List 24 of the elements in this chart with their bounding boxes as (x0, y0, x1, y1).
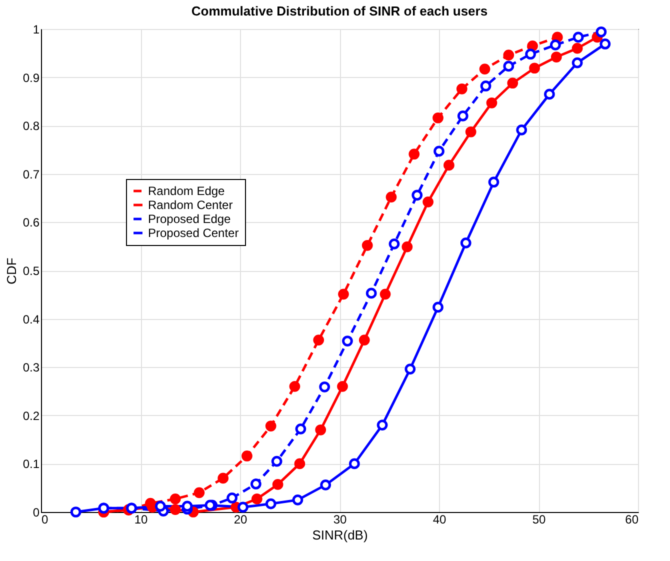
y-tick-label: 0.7 (22, 167, 40, 182)
x-tick-label: 20 (234, 512, 248, 526)
y-tick-label: 0.9 (22, 70, 40, 85)
x-tick-label: 0 (42, 512, 48, 526)
x-tick-label: 10 (134, 512, 148, 526)
y-tick-label: 0.8 (22, 119, 40, 134)
y-tick-label: 1 (32, 22, 40, 36)
x-tick-label: 60 (625, 512, 639, 526)
x-tick-label: 50 (532, 512, 546, 526)
legend-label: Random Center (148, 198, 233, 212)
y-tick-label: 0.5 (22, 264, 40, 278)
legend-label: Proposed Edge (148, 212, 232, 226)
legend-label: Proposed Center (148, 226, 239, 240)
x-tick-label: 30 (333, 512, 347, 526)
legend-label: Random Edge (148, 184, 226, 198)
x-axis-title: SINR(dB) (312, 528, 368, 542)
y-axis-title: CDF (4, 258, 19, 284)
y-tick-label: 0.4 (22, 312, 40, 326)
x-tick-label: 40 (432, 512, 446, 526)
y-tick-label: 0.2 (22, 408, 40, 423)
y-tick-label: 0.1 (22, 457, 40, 472)
y-tick-label: 0.6 (22, 216, 40, 230)
chart-title: Commulative Distribution of SINR of each users (191, 4, 488, 19)
y-tick-label: 0.3 (22, 360, 40, 375)
